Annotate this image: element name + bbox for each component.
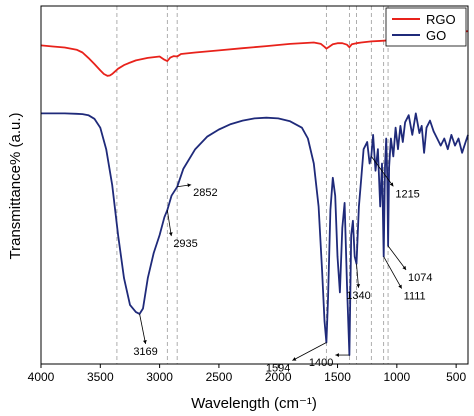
x-tick-label: 2000 — [265, 370, 292, 384]
legend-label-rgo: RGO — [426, 12, 456, 27]
annotation-leader — [371, 156, 394, 187]
annotation-leader — [139, 313, 146, 344]
annotation-label-2935: 2935 — [173, 238, 197, 250]
y-axis-label: Transmittance% (a.u.) — [7, 113, 24, 260]
x-tick-label: 3500 — [87, 370, 114, 384]
annotation-arrowhead — [389, 182, 394, 187]
reference-lines — [116, 6, 389, 364]
annotation-label-1215: 1215 — [395, 188, 419, 200]
annotation-arrowhead — [187, 183, 192, 188]
annotation-arrowhead — [168, 232, 173, 237]
annotation-label-1074: 1074 — [408, 272, 432, 284]
plot-frame — [40, 5, 469, 365]
legend-label-go: GO — [426, 28, 446, 43]
x-axis-ticks: 4000 3500 3000 2500 2000 1500 1000 500 — [28, 364, 466, 384]
series-line-go — [41, 112, 469, 357]
series-line-rgo — [40, 30, 469, 77]
x-tick-label: 500 — [446, 370, 466, 384]
annotation-label-1111: 1111 — [404, 291, 426, 303]
annotation-label-1594: 1594 — [266, 363, 290, 375]
annotation-arrowhead — [356, 284, 361, 288]
annotation-arrowhead — [335, 353, 339, 357]
annotation-arrowhead — [292, 357, 297, 361]
annotation-label-1340: 1340 — [346, 290, 370, 302]
x-tick-label: 1000 — [383, 370, 410, 384]
annotation-arrowhead — [402, 265, 407, 270]
annotation-arrowhead — [142, 340, 147, 344]
x-tick-label: 1500 — [324, 370, 351, 384]
annotation-label-3169: 3169 — [133, 346, 157, 358]
legend-box — [385, 7, 467, 47]
annotation-leader — [383, 256, 403, 289]
annotation-leader — [166, 209, 172, 237]
annotations: 3169 2935 2852 1594 1400 1340 1215 1111 1074 — [133, 156, 433, 375]
x-tick-label: 4000 — [28, 370, 55, 384]
annotation-leader — [292, 342, 327, 361]
annotation-leader — [387, 245, 407, 271]
series-lines — [40, 30, 469, 357]
annotation-label-2852: 2852 — [193, 187, 217, 199]
annotation-arrowhead — [398, 284, 402, 289]
x-axis-label: Wavelength (cm⁻¹) — [191, 395, 317, 412]
annotation-leader — [356, 263, 359, 288]
x-tick-label: 3000 — [146, 370, 173, 384]
annotation-label-1400: 1400 — [309, 357, 333, 369]
x-tick-label: 2500 — [206, 370, 233, 384]
